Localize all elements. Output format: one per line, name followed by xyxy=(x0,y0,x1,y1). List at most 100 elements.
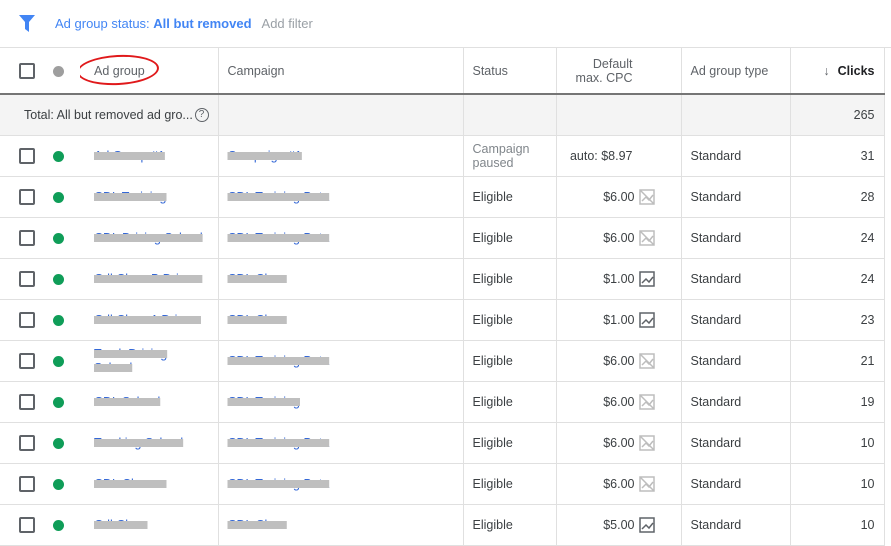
ad-group-type: Standard xyxy=(681,340,791,382)
status-text: Eligible xyxy=(472,476,513,491)
campaign-link[interactable]: CDL Training Beta xyxy=(227,435,330,450)
status-dot xyxy=(53,396,64,408)
red-annotation-circle xyxy=(80,52,160,87)
col-clicks[interactable]: ↓ Clicks xyxy=(790,48,885,95)
ad-group-link[interactable]: CDL Driving School xyxy=(94,230,203,245)
clicks-value: 10 xyxy=(790,504,885,546)
ad-group-link[interactable]: Cdl Class B Drivers xyxy=(94,271,203,286)
add-filter-button[interactable]: Add filter xyxy=(261,16,313,31)
default-max-cpc[interactable]: $5.00 xyxy=(603,516,655,533)
status-dot xyxy=(53,437,64,449)
row-checkbox[interactable] xyxy=(19,434,35,451)
default-max-cpc[interactable]: $6.00 xyxy=(603,188,655,205)
col-default-max-cpc[interactable]: Default max. CPC xyxy=(556,48,682,95)
help-icon[interactable]: ? xyxy=(194,107,209,122)
select-all-checkbox[interactable] xyxy=(19,62,35,79)
cpc-value: $6.00 xyxy=(603,230,635,245)
total-label: Total: All but removed ad gro... xyxy=(24,107,193,122)
ad-group-type: Standard xyxy=(681,258,791,300)
campaign-link[interactable]: CDL Training Beta xyxy=(227,353,330,368)
clicks-value: 23 xyxy=(790,299,885,341)
campaign-link[interactable]: CDL Class xyxy=(227,271,287,286)
row-checkbox[interactable] xyxy=(19,229,35,246)
ad-group-link[interactable]: Cdl Class xyxy=(94,517,148,532)
campaign-link[interactable]: CDL Training Beta xyxy=(227,476,330,491)
ad-group-type: Standard xyxy=(681,217,791,259)
default-max-cpc[interactable]: $1.00 xyxy=(603,311,655,328)
default-max-cpc[interactable]: auto: $8.97 xyxy=(570,149,633,163)
ad-group-type: Standard xyxy=(681,135,791,177)
col-ad-group[interactable]: Ad group xyxy=(94,63,145,78)
no-data-chart-icon[interactable] xyxy=(638,475,655,492)
campaign-link[interactable]: CDL Training Beta xyxy=(227,230,330,245)
cpc-value: $6.00 xyxy=(603,476,635,491)
row-checkbox[interactable] xyxy=(19,475,35,492)
campaign-link[interactable]: CDL Class xyxy=(227,312,287,327)
status-text: Eligible xyxy=(472,271,513,286)
default-max-cpc[interactable]: $6.00 xyxy=(603,229,655,246)
campaign-link[interactable]: CDL Training Beta xyxy=(227,189,330,204)
default-max-cpc[interactable]: $6.00 xyxy=(603,393,655,410)
row-checkbox[interactable] xyxy=(19,188,35,205)
clicks-value: 24 xyxy=(790,217,885,259)
campaign-link[interactable]: CDL Training xyxy=(227,394,301,409)
no-data-chart-icon[interactable] xyxy=(638,393,655,410)
ad-group-link[interactable]: Trucking School xyxy=(94,435,184,450)
line-chart-icon[interactable] xyxy=(638,270,655,287)
status-text: Eligible xyxy=(472,394,513,409)
ad-group-type: Standard xyxy=(681,504,791,546)
line-chart-icon[interactable] xyxy=(638,311,655,328)
status-text: Eligible xyxy=(472,353,513,368)
default-max-cpc[interactable]: $6.00 xyxy=(603,475,655,492)
table-row: Truck Driving School CDL Training Beta E… xyxy=(0,340,885,382)
status-dot xyxy=(53,355,64,367)
filter-icon[interactable] xyxy=(19,15,35,32)
status-dot xyxy=(53,150,64,162)
no-data-chart-icon[interactable] xyxy=(638,352,655,369)
row-checkbox[interactable] xyxy=(19,147,35,164)
no-data-chart-icon[interactable] xyxy=(638,188,655,205)
default-max-cpc[interactable]: $1.00 xyxy=(603,270,655,287)
table-row: Trucking School CDL Training Beta Eligib… xyxy=(0,422,885,464)
filter-value: All but removed xyxy=(153,16,252,31)
col-status[interactable]: Status xyxy=(463,48,557,95)
status-text: Eligible xyxy=(472,517,513,532)
row-checkbox[interactable] xyxy=(19,352,35,369)
table-row: CDL Training CDL Training Beta Eligible … xyxy=(0,176,885,218)
default-max-cpc[interactable]: $6.00 xyxy=(603,352,655,369)
row-checkbox[interactable] xyxy=(19,311,35,328)
clicks-value: 10 xyxy=(790,463,885,505)
cpc-value: $1.00 xyxy=(603,271,635,286)
clicks-value: 28 xyxy=(790,176,885,218)
status-dot-header xyxy=(53,65,64,77)
campaign-link[interactable]: CDL Class xyxy=(227,517,287,532)
status-dot xyxy=(53,314,64,326)
cpc-value: $6.00 xyxy=(603,435,635,450)
default-max-cpc[interactable]: $6.00 xyxy=(603,434,655,451)
ad-group-link[interactable]: CDL Classes xyxy=(94,476,167,491)
row-checkbox[interactable] xyxy=(19,516,35,533)
ad-group-link[interactable]: Ad Group #1 xyxy=(94,148,165,163)
ad-group-link[interactable]: CDL Training xyxy=(94,189,167,204)
campaign-link[interactable]: Campaign #1 xyxy=(227,148,302,163)
status-dot xyxy=(53,232,64,244)
ad-group-status-filter[interactable]: Ad group status: All but removed xyxy=(55,16,252,31)
no-data-chart-icon[interactable] xyxy=(638,229,655,246)
status-text: Eligible xyxy=(472,230,513,245)
ad-group-link[interactable]: CDL School xyxy=(94,394,161,409)
table-row: Cdl Class CDL Class Eligible $5.00 Stand… xyxy=(0,504,885,546)
row-checkbox[interactable] xyxy=(19,270,35,287)
sort-down-arrow-icon: ↓ xyxy=(823,63,830,78)
total-clicks: 265 xyxy=(790,94,885,136)
row-checkbox[interactable] xyxy=(19,393,35,410)
col-ad-group-type[interactable]: Ad group type xyxy=(681,48,791,95)
col-campaign[interactable]: Campaign xyxy=(218,48,464,95)
ad-group-link[interactable]: Cdl Class A Drivers xyxy=(94,312,201,327)
status-dot xyxy=(53,478,64,490)
no-data-chart-icon[interactable] xyxy=(638,434,655,451)
table-row: CDL Driving School CDL Training Beta Eli… xyxy=(0,217,885,259)
line-chart-icon[interactable] xyxy=(638,516,655,533)
ad-group-link[interactable]: Truck Driving School xyxy=(94,346,168,375)
status-dot xyxy=(53,273,64,285)
ad-group-type: Standard xyxy=(681,463,791,505)
